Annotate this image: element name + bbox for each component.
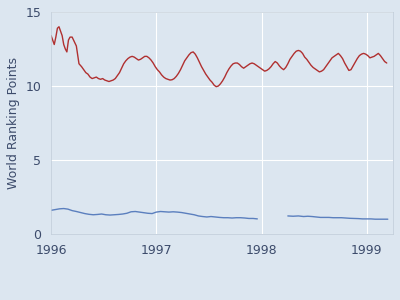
Rick Gibson	[78, 211, 83, 214]
World #1	[199, 65, 204, 68]
Rick Gibson	[133, 210, 138, 213]
Rick Gibson	[238, 216, 243, 220]
Rick Gibson	[86, 212, 91, 216]
Rick Gibson	[120, 212, 125, 216]
Rick Gibson	[175, 210, 180, 214]
Rick Gibson	[226, 216, 230, 220]
World #1	[49, 34, 54, 38]
Line: World #1: World #1	[51, 27, 387, 87]
Rick Gibson	[91, 213, 96, 217]
Rick Gibson	[166, 210, 171, 214]
Rick Gibson	[217, 216, 222, 219]
World #1	[340, 57, 345, 60]
Rick Gibson	[246, 217, 251, 220]
Rick Gibson	[74, 210, 79, 213]
Rick Gibson	[234, 216, 239, 220]
Rick Gibson	[141, 211, 146, 214]
World #1	[296, 49, 301, 52]
Rick Gibson	[124, 212, 129, 215]
Rick Gibson	[150, 212, 154, 215]
Rick Gibson	[116, 213, 121, 216]
Rick Gibson	[129, 210, 134, 214]
Rick Gibson	[53, 208, 58, 211]
World #1	[315, 69, 320, 72]
Rick Gibson	[158, 210, 163, 213]
World #1	[56, 25, 61, 28]
Rick Gibson	[104, 213, 108, 217]
Rick Gibson	[137, 210, 142, 214]
Rick Gibson	[162, 210, 167, 214]
Line: Rick Gibson: Rick Gibson	[51, 208, 257, 219]
Rick Gibson	[196, 214, 201, 218]
Rick Gibson	[242, 216, 247, 220]
Rick Gibson	[209, 215, 214, 218]
Rick Gibson	[57, 207, 62, 211]
Rick Gibson	[179, 211, 184, 214]
Rick Gibson	[251, 217, 256, 220]
Rick Gibson	[188, 212, 192, 216]
Rick Gibson	[112, 213, 117, 217]
Rick Gibson	[99, 212, 104, 216]
Rick Gibson	[204, 215, 209, 219]
Rick Gibson	[255, 217, 260, 221]
Rick Gibson	[70, 209, 74, 212]
Rick Gibson	[230, 216, 234, 220]
World #1	[363, 52, 368, 56]
Rick Gibson	[154, 210, 159, 214]
Rick Gibson	[61, 207, 66, 210]
Rick Gibson	[82, 212, 87, 215]
Rick Gibson	[171, 210, 176, 214]
Rick Gibson	[108, 213, 112, 217]
World #1	[140, 56, 145, 60]
Rick Gibson	[213, 215, 218, 219]
Rick Gibson	[221, 216, 226, 220]
Rick Gibson	[192, 213, 196, 217]
Legend: Rick Gibson, World #1: Rick Gibson, World #1	[97, 298, 347, 300]
Rick Gibson	[95, 213, 100, 216]
Rick Gibson	[200, 215, 205, 218]
Rick Gibson	[146, 212, 150, 215]
World #1	[214, 85, 219, 88]
Rick Gibson	[66, 207, 70, 211]
Y-axis label: World Ranking Points: World Ranking Points	[7, 57, 20, 189]
World #1	[384, 61, 389, 65]
Rick Gibson	[183, 212, 188, 215]
Rick Gibson	[49, 208, 54, 212]
